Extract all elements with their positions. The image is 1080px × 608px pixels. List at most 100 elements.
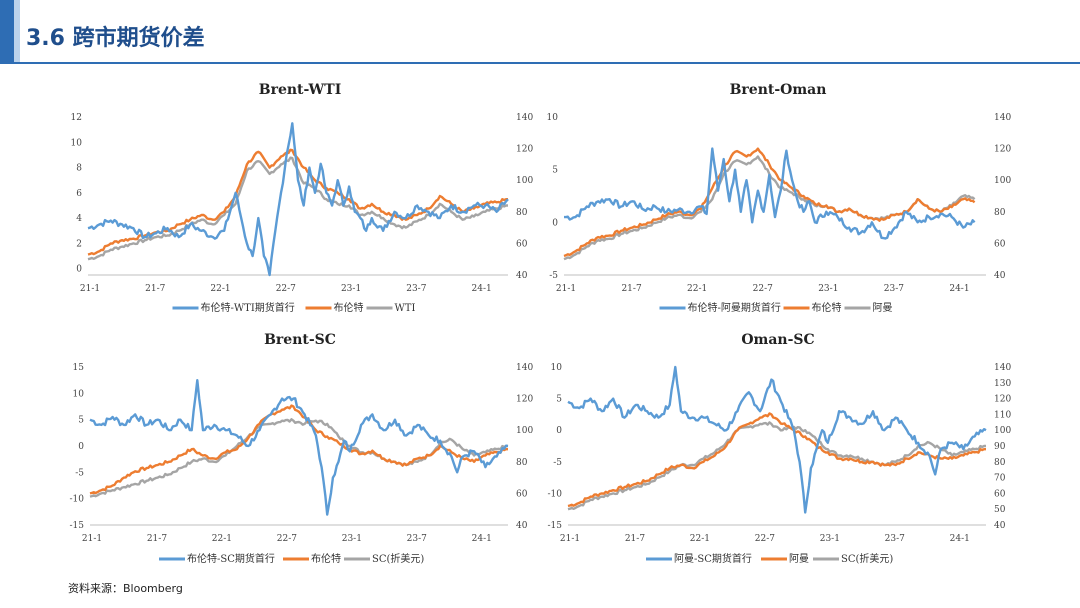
legend-label: SC(折美元) bbox=[841, 552, 893, 565]
legend-label: 布伦特-WTI期货首行 bbox=[201, 301, 295, 314]
left-tick-label: -5 bbox=[553, 458, 562, 468]
right-tick-label: 140 bbox=[516, 363, 533, 373]
series-line-1 bbox=[567, 412, 986, 508]
right-tick-label: 40 bbox=[994, 271, 1006, 281]
header-accent bbox=[0, 0, 14, 62]
right-tick-label: 50 bbox=[994, 505, 1006, 515]
x-tick-label: 21-1 bbox=[82, 534, 102, 544]
left-tick-label: -15 bbox=[70, 521, 85, 531]
x-tick-label: 22-7 bbox=[755, 534, 775, 544]
x-tick-label: 22-1 bbox=[690, 534, 710, 544]
chart-title: Brent-Oman bbox=[730, 82, 827, 98]
right-tick-label: 140 bbox=[994, 113, 1011, 123]
x-tick-label: 21-1 bbox=[80, 284, 100, 294]
x-tick-label: 23-1 bbox=[820, 534, 840, 544]
legend-label: 布伦特 bbox=[334, 301, 364, 314]
right-tick-label: 100 bbox=[516, 426, 533, 436]
series-line-0 bbox=[89, 379, 509, 516]
right-tick-label: 120 bbox=[516, 395, 533, 405]
x-tick-label: 21-7 bbox=[621, 284, 641, 294]
left-tick-label: 8 bbox=[76, 164, 82, 174]
chart-brent-oman: Brent-Oman -5 0 5 10 40 60 80 100 120 140 21-1 21-7 2… bbox=[547, 82, 1012, 314]
right-tick-label: 120 bbox=[994, 145, 1011, 155]
left-tick-label: 2 bbox=[76, 239, 82, 249]
chart-brent-wti: Brent-WTI 0 2 4 6 8 10 12 40 60 80 100 120 140 21-1 21-… bbox=[71, 82, 534, 314]
series-line-0 bbox=[87, 122, 509, 277]
right-tick-label: 120 bbox=[516, 145, 533, 155]
right-tick-label: 140 bbox=[994, 363, 1011, 373]
x-tick-label: 22-7 bbox=[277, 534, 297, 544]
x-tick-label: 24-1 bbox=[472, 284, 492, 294]
left-tick-label: 10 bbox=[73, 389, 85, 399]
legend-label: WTI bbox=[395, 303, 416, 314]
x-tick-label: 22-1 bbox=[687, 284, 707, 294]
right-tick-label: 60 bbox=[994, 239, 1006, 249]
right-tick-label: 110 bbox=[994, 410, 1011, 420]
x-tick-label: 23-7 bbox=[407, 534, 427, 544]
left-tick-label: -10 bbox=[548, 489, 563, 499]
right-tick-label: 60 bbox=[516, 489, 528, 499]
left-tick-label: 10 bbox=[71, 138, 83, 148]
header-bar bbox=[0, 0, 1080, 62]
left-tick-label: 15 bbox=[73, 363, 85, 373]
left-tick-label: 10 bbox=[547, 113, 559, 123]
x-tick-label: 23-7 bbox=[885, 534, 905, 544]
left-tick-label: 6 bbox=[76, 189, 82, 199]
left-tick-label: 12 bbox=[71, 113, 82, 123]
x-tick-label: 23-1 bbox=[342, 534, 362, 544]
x-tick-label: 24-1 bbox=[949, 284, 969, 294]
series-line-2 bbox=[567, 421, 986, 511]
left-tick-label: 5 bbox=[552, 166, 558, 176]
chart-title: Oman-SC bbox=[741, 332, 814, 348]
right-tick-label: 120 bbox=[994, 395, 1011, 405]
series-line-0 bbox=[567, 365, 987, 514]
right-tick-label: 130 bbox=[994, 379, 1011, 389]
x-tick-label: 23-7 bbox=[884, 284, 904, 294]
right-tick-label: 70 bbox=[994, 474, 1006, 484]
x-tick-label: 22-1 bbox=[212, 534, 232, 544]
legend-label: 布伦特 bbox=[311, 552, 341, 565]
left-tick-label: 0 bbox=[76, 265, 82, 275]
right-tick-label: 80 bbox=[994, 208, 1006, 218]
x-tick-label: 23-1 bbox=[341, 284, 361, 294]
header-accent-light bbox=[14, 0, 20, 62]
left-tick-label: 0 bbox=[556, 426, 562, 436]
left-tick-label: -10 bbox=[70, 495, 85, 505]
right-tick-label: 100 bbox=[994, 426, 1011, 436]
x-tick-label: 21-7 bbox=[145, 284, 165, 294]
x-tick-label: 24-1 bbox=[950, 534, 970, 544]
x-tick-label: 21-1 bbox=[556, 284, 576, 294]
left-tick-label: 10 bbox=[551, 363, 563, 373]
x-tick-label: 22-7 bbox=[753, 284, 773, 294]
source-note: 资料来源：Bloomberg bbox=[68, 582, 183, 595]
x-tick-label: 22-1 bbox=[210, 284, 230, 294]
page-title: 3.6 跨市期货价差 bbox=[26, 26, 205, 51]
legend-label: 阿曼-SC期货首行 bbox=[674, 552, 752, 565]
x-tick-label: 21-1 bbox=[560, 534, 580, 544]
chart-title: Brent-WTI bbox=[259, 82, 342, 98]
series-line-0 bbox=[564, 147, 976, 240]
header-rule bbox=[0, 62, 1080, 64]
right-tick-label: 80 bbox=[516, 458, 528, 468]
legend-label: 布伦特-SC期货首行 bbox=[187, 552, 275, 565]
legend-label: 布伦特-阿曼期货首行 bbox=[688, 301, 781, 314]
x-tick-label: 23-7 bbox=[406, 284, 426, 294]
right-tick-label: 40 bbox=[994, 521, 1006, 531]
legend-label: 阿曼 bbox=[789, 553, 809, 565]
x-tick-label: 24-1 bbox=[472, 534, 492, 544]
right-tick-label: 80 bbox=[516, 208, 528, 218]
x-tick-label: 22-7 bbox=[276, 284, 296, 294]
series-line-1 bbox=[89, 404, 508, 495]
chart-title: Brent-SC bbox=[264, 332, 336, 348]
left-tick-label: 5 bbox=[78, 416, 84, 426]
chart-oman-sc: Oman-SC -15 -10 -5 0 5 10 40 50 60 70 80 90 100 110 120… bbox=[548, 332, 1012, 565]
left-tick-label: 4 bbox=[76, 214, 82, 224]
left-tick-label: 0 bbox=[78, 442, 84, 452]
right-tick-label: 80 bbox=[994, 458, 1006, 468]
right-tick-label: 140 bbox=[516, 113, 533, 123]
left-tick-label: -5 bbox=[75, 468, 84, 478]
right-tick-label: 90 bbox=[994, 442, 1006, 452]
left-tick-label: -5 bbox=[549, 271, 558, 281]
left-tick-label: 5 bbox=[556, 395, 562, 405]
chart-brent-sc: Brent-SC -15 -10 -5 0 5 10 15 40 60 80 100 120 140 21-… bbox=[70, 332, 534, 565]
